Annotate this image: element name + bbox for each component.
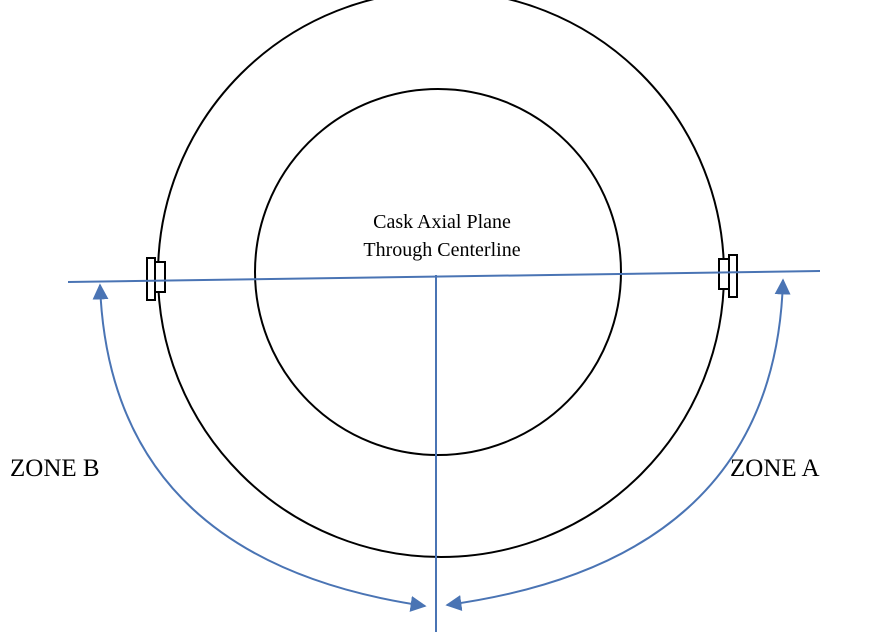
zone-a-arrow — [445, 278, 791, 611]
plane-label: Through Centerline — [363, 239, 520, 261]
zone-b-label: ZONE B — [10, 455, 100, 482]
plane-label: Cask Axial Plane — [373, 211, 511, 233]
axial-plane-line — [67, 270, 821, 283]
inner-circle — [254, 88, 622, 456]
zone-a-label: ZONE A — [730, 455, 820, 482]
zone-b-arrow — [92, 283, 427, 612]
